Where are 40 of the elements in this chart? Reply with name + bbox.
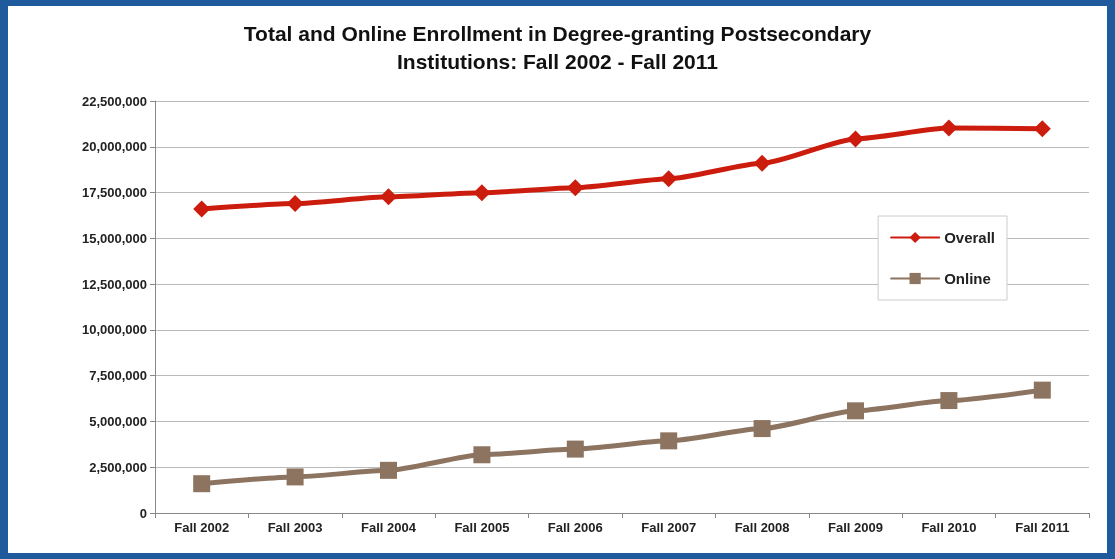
x-tick-label: Fall 2002: [174, 520, 230, 535]
point: [286, 468, 304, 486]
point: [660, 432, 678, 450]
x-tick-label: Fall 2008: [734, 520, 790, 535]
point: [660, 170, 678, 188]
x-tick-label: Fall 2006: [547, 520, 603, 535]
x-tick-label: Fall 2007: [641, 520, 697, 535]
point: [753, 154, 771, 172]
x-tick-label: Fall 2003: [267, 520, 323, 535]
y-tick-label: 12,500,000: [81, 276, 147, 292]
y-tick-label: 7,500,000: [89, 368, 147, 384]
legend-label: Overall: [944, 229, 996, 246]
y-tick-label: 2,500,000: [89, 459, 147, 475]
y-tick-label: 20,000,000: [81, 139, 147, 155]
y-tick-label: 15,000,000: [81, 230, 147, 246]
x-tick-label: Fall 2004: [361, 520, 417, 535]
y-tick-label: 10,000,000: [81, 322, 147, 338]
point: [753, 420, 771, 438]
point: [566, 179, 584, 197]
point: [847, 402, 864, 420]
y-tick-label: 5,000,000: [89, 413, 147, 429]
point: [847, 130, 864, 148]
point: [380, 188, 397, 206]
point: [940, 119, 958, 137]
point: [940, 392, 958, 410]
legend-label: Online: [944, 270, 991, 287]
point: [1033, 381, 1051, 399]
y-tick-label: 0: [139, 505, 147, 521]
point: [380, 461, 397, 479]
x-tick-label: Fall 2005: [454, 520, 510, 535]
point: [473, 184, 491, 202]
x-tick-label: Fall 2009: [828, 520, 883, 535]
chart-title: Total and Online Enrollment in Degree-granting Postsecondary Institutions: Fall 2002 - Fall 2011: [243, 21, 872, 73]
x-tick-label: Fall 2011: [1015, 520, 1070, 535]
point: [473, 446, 491, 464]
y-tick-label: 17,500,000: [81, 185, 147, 201]
point: [193, 475, 211, 493]
point: [566, 440, 584, 458]
y-tick-label: 22,500,000: [81, 93, 147, 109]
x-tick-label: Fall 2010: [921, 520, 977, 535]
